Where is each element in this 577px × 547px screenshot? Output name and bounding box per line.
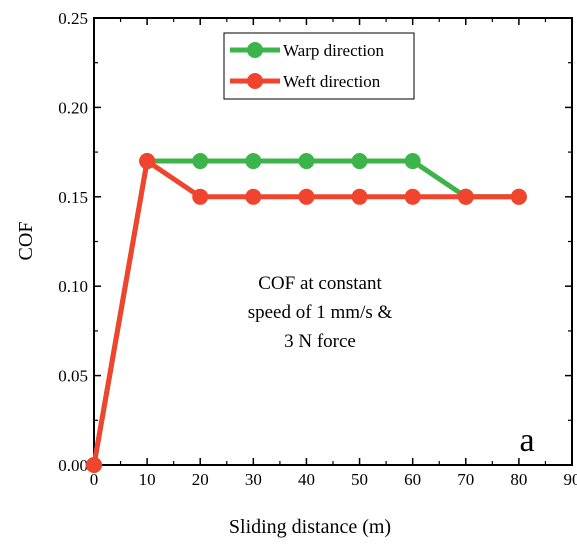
weft-data-point	[510, 188, 527, 205]
panel-label: a	[519, 422, 534, 459]
weft-data-point	[404, 188, 421, 205]
y-tick-label: 0.25	[58, 9, 88, 28]
x-tick-label: 30	[245, 470, 262, 489]
x-tick-label: 90	[564, 470, 577, 489]
annotation-line-2: speed of 1 mm/s &	[248, 302, 393, 323]
y-axis-label: COF	[15, 222, 37, 261]
y-tick-label: 0.15	[58, 188, 88, 207]
y-tick-label: 0.10	[58, 277, 88, 296]
x-tick-label: 60	[404, 470, 421, 489]
x-axis-ticks: 0 10 20 30 40 50 60 70 80 90	[90, 18, 577, 489]
x-axis-label: Sliding distance (m)	[229, 516, 391, 538]
y-tick-label: 0.00	[58, 456, 88, 475]
y-tick-label: 0.05	[58, 367, 88, 386]
legend-weft-label: Weft direction	[283, 72, 381, 91]
legend-warp-marker	[247, 42, 263, 58]
y-axis-ticks: 0.00 0.05 0.10 0.15 0.20 0.25	[58, 9, 572, 475]
warp-data-point	[298, 153, 315, 170]
x-tick-label: 0	[90, 470, 99, 489]
weft-data-point	[457, 188, 474, 205]
y-tick-label: 0.20	[58, 98, 88, 117]
annotation: COF at constant speed of 1 mm/s & 3 N fo…	[248, 273, 393, 352]
weft-data-point	[351, 188, 368, 205]
weft-data-point	[245, 188, 262, 205]
warp-data-point	[404, 153, 421, 170]
legend-weft-marker	[247, 73, 263, 89]
weft-data-point	[192, 188, 209, 205]
x-tick-label: 40	[298, 470, 315, 489]
x-tick-label: 20	[192, 470, 209, 489]
weft-data-point	[298, 188, 315, 205]
x-tick-label: 70	[457, 470, 474, 489]
weft-data-point	[86, 457, 102, 473]
x-tick-label: 10	[139, 470, 156, 489]
annotation-line-3: 3 N force	[284, 331, 356, 352]
warp-data-point	[192, 153, 209, 170]
warp-data-point	[351, 153, 368, 170]
weft-data-point	[139, 153, 156, 170]
x-tick-label: 50	[351, 470, 368, 489]
series-layer	[86, 153, 527, 473]
annotation-line-1: COF at constant	[258, 273, 382, 294]
legend: Warp direction Weft direction	[223, 32, 415, 100]
legend-warp-label: Warp direction	[283, 41, 385, 60]
x-tick-label: 80	[510, 470, 527, 489]
warp-data-point	[245, 153, 262, 170]
